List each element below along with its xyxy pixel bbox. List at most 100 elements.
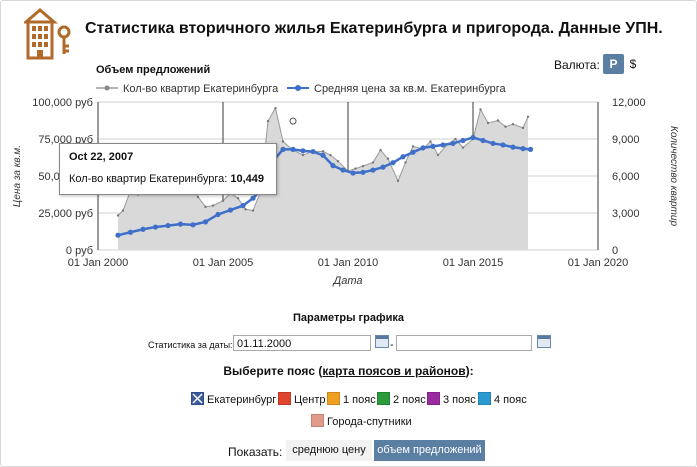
belt-label: 4 пояс [494, 394, 527, 406]
price-point [177, 221, 184, 227]
price-point [510, 144, 516, 150]
volume-point [504, 125, 507, 128]
price-point [527, 146, 534, 152]
show-price-button[interactable]: среднюю цену [286, 440, 372, 461]
price-point [190, 222, 196, 228]
volume-point [429, 140, 432, 143]
belt-swatch[interactable] [311, 414, 324, 427]
y-right-tick-label: 9,000 [612, 134, 640, 146]
y-right-tick-label: 6,000 [612, 171, 640, 183]
y-right-tick-label: 3,000 [612, 208, 640, 220]
tooltip-line: Кол-во квартир Екатеринбурга: 10,449 [69, 173, 264, 185]
price-point [290, 146, 296, 152]
y-left-tick-label: 0 руб [66, 245, 93, 257]
volume-point [204, 205, 207, 209]
volume-point [361, 164, 365, 168]
volume-point [436, 153, 440, 157]
belt-4[interactable]: 4 пояс [478, 392, 527, 406]
belt-label: 1 пояс [343, 394, 376, 406]
belt-swatch[interactable] [327, 392, 340, 405]
volume-point [396, 179, 400, 183]
x-tick-label: 01 Jan 2015 [443, 257, 504, 269]
date-range-dash: - [390, 339, 394, 351]
volume-point [371, 161, 375, 164]
price-point [165, 222, 171, 229]
chart-tooltip: Oct 22, 2007 Кол-во квартир Екатеринбург… [59, 143, 277, 195]
belt-2[interactable]: 2 пояс [377, 392, 426, 406]
price-point [320, 152, 326, 158]
price-point [227, 207, 234, 213]
belt-3[interactable]: 3 пояс [427, 392, 476, 406]
price-point [490, 140, 496, 147]
price-point [152, 224, 159, 230]
show-label: Показать: [228, 445, 283, 459]
belt-satellite-cities[interactable]: Города-спутники [311, 414, 412, 428]
price-point [127, 229, 134, 235]
price-point [202, 219, 209, 225]
volume-point [301, 153, 305, 157]
volume-point [461, 146, 465, 149]
price-point [280, 146, 286, 152]
y-left-axis-label: Цена за кв.м. [12, 145, 23, 207]
belt-center[interactable]: Центр [278, 392, 326, 406]
legend-marker-volume [104, 85, 110, 91]
price-point [310, 148, 316, 155]
volume-point [379, 148, 382, 152]
belt-swatch-checked[interactable] [191, 392, 204, 405]
params-title: Параметры графика [293, 312, 404, 324]
price-point [330, 163, 336, 169]
volume-point [121, 209, 125, 212]
volume-point [321, 150, 325, 153]
price-point [140, 226, 146, 232]
y-right-axis-label: Количество квартир [668, 126, 679, 226]
price-point [370, 167, 376, 173]
price-point [390, 160, 396, 166]
volume-point [411, 145, 415, 148]
price-point [460, 137, 466, 144]
price-point [430, 143, 436, 149]
price-point [215, 211, 221, 218]
show-volume-button[interactable]: объем предложений [374, 440, 485, 461]
building-key-logo [24, 8, 71, 60]
x-tick-label: 01 Jan 2010 [318, 257, 379, 269]
currency-rub-button[interactable]: Р [603, 54, 624, 74]
dates-label: Статистика за даты: [148, 340, 233, 350]
x-axis-label: Дата [331, 275, 362, 287]
currency-label: Валюта: [554, 58, 600, 72]
price-point [115, 232, 121, 238]
date-to-input[interactable] [396, 335, 532, 351]
belt-ekaterinburg[interactable]: Екатеринбург [191, 392, 276, 406]
belt-label: 2 пояс [393, 394, 426, 406]
belt-1[interactable]: 1 пояс [327, 392, 376, 406]
volume-point [526, 115, 530, 118]
legend-label-volume: Кол-во квартир Екатеринбурга [123, 83, 279, 95]
price-point [520, 146, 526, 152]
price-line [117, 136, 531, 237]
volume-point [116, 214, 120, 217]
calendar-icon[interactable] [537, 335, 551, 348]
price-point [350, 170, 356, 176]
belt-swatch[interactable] [427, 392, 440, 405]
tooltip-value: 10,449 [230, 173, 264, 185]
volume-point [386, 157, 390, 160]
volume-point [511, 123, 515, 126]
calendar-icon[interactable] [375, 335, 389, 348]
belt-swatch[interactable] [278, 392, 291, 405]
price-point [450, 140, 456, 147]
x-tick-label: 01 Jan 2020 [568, 257, 629, 269]
belt-map-link[interactable]: карта поясов и районов [322, 364, 466, 378]
price-point [360, 169, 366, 175]
price-point [400, 154, 406, 160]
y-right-tick-label: 0 [612, 245, 618, 257]
belt-title-prefix: Выберите пояс ( [223, 364, 323, 378]
volume-point [454, 137, 457, 141]
volume-point [281, 140, 285, 143]
volume-point [336, 160, 340, 163]
x-tick-label: 01 Jan 2000 [68, 257, 129, 269]
date-from-input[interactable]: 01.11.2000 [233, 335, 371, 351]
x-tick-label: 01 Jan 2005 [193, 257, 254, 269]
currency-usd-button[interactable]: $ [629, 57, 637, 71]
belt-swatch[interactable] [377, 392, 390, 405]
belt-swatch[interactable] [478, 392, 491, 405]
price-volume-chart[interactable]: Объем предложений Кол-во квартир Екатерин… [0, 62, 697, 302]
